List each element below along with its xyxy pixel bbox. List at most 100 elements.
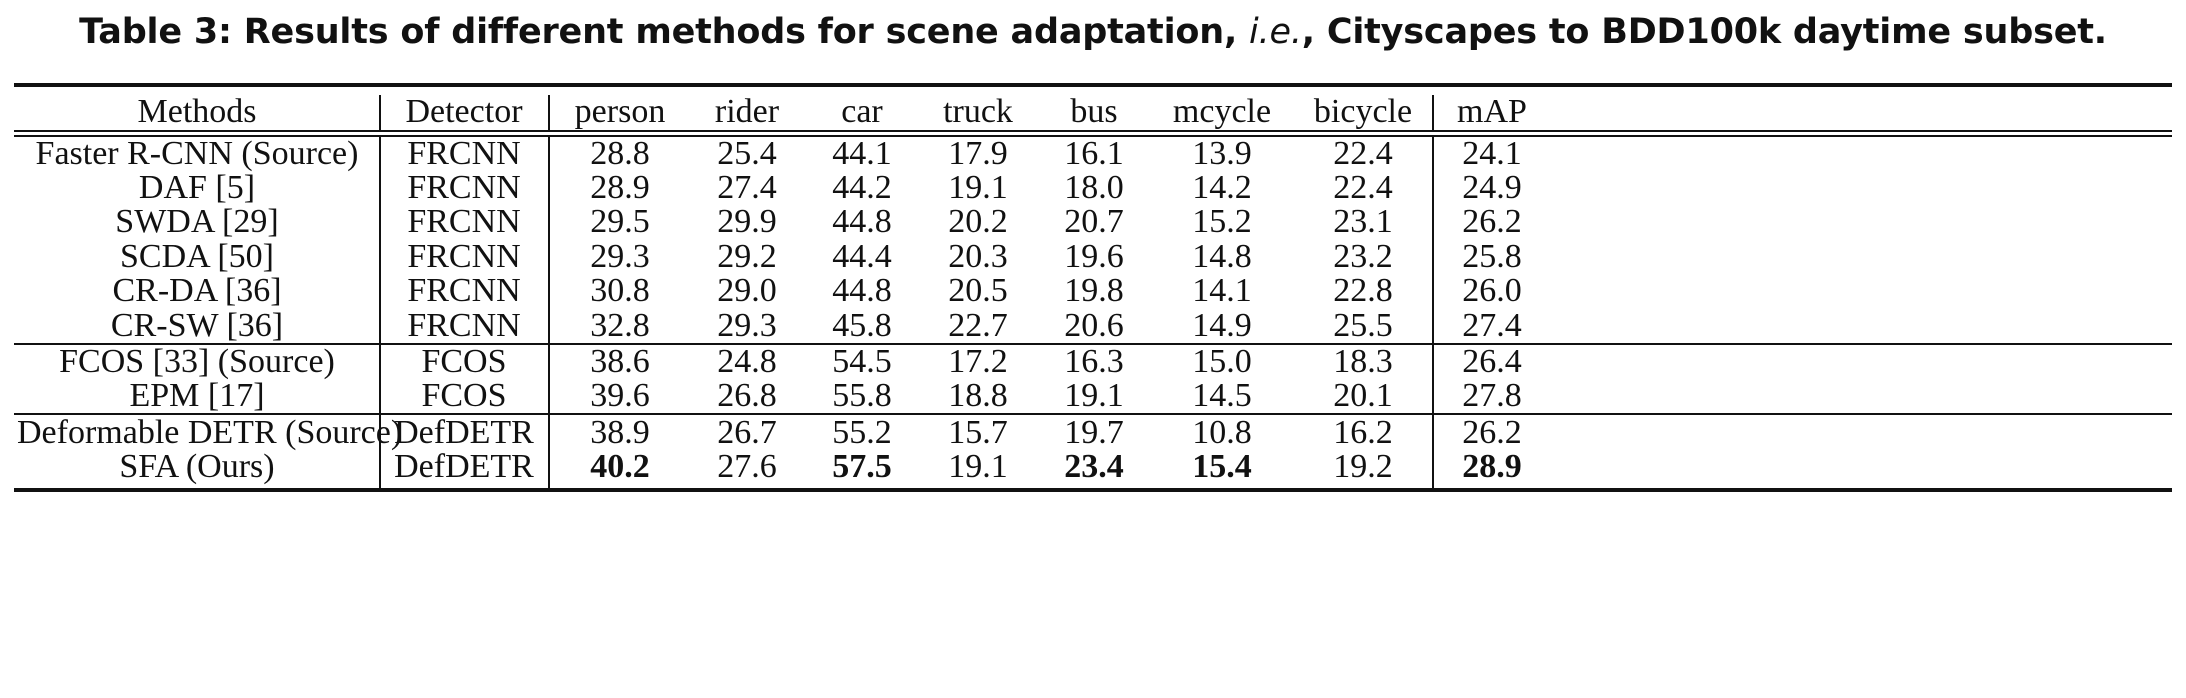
table-cell: 28.9 bbox=[590, 169, 650, 206]
table-cell: 19.2 bbox=[1333, 448, 1393, 485]
table-cell: 39.6 bbox=[590, 377, 650, 414]
column-header: mAP bbox=[1457, 93, 1527, 130]
table-cell: 55.2 bbox=[832, 414, 892, 451]
table-cell: 28.9 bbox=[1462, 448, 1522, 485]
table-cell: 23.2 bbox=[1333, 238, 1393, 275]
column-separator bbox=[548, 95, 550, 130]
table-cell: 16.3 bbox=[1064, 343, 1124, 380]
table-cell: 23.4 bbox=[1064, 448, 1124, 485]
table-cell: 20.5 bbox=[948, 272, 1008, 309]
table-cell: 26.2 bbox=[1462, 414, 1522, 451]
group-rule-2 bbox=[14, 413, 2172, 415]
table-cell: 22.4 bbox=[1333, 135, 1393, 172]
table-cell: 17.9 bbox=[948, 135, 1008, 172]
table-cell: 18.3 bbox=[1333, 343, 1393, 380]
table-cell: 29.5 bbox=[590, 203, 650, 240]
table-cell: FRCNN bbox=[407, 307, 521, 344]
column-separator bbox=[1432, 95, 1434, 130]
table-cell: 30.8 bbox=[590, 272, 650, 309]
table-cell: 55.8 bbox=[832, 377, 892, 414]
table-cell: 25.5 bbox=[1333, 307, 1393, 344]
table-cell: 24.1 bbox=[1462, 135, 1522, 172]
table-cell: 26.8 bbox=[717, 377, 777, 414]
table-cell: Faster R-CNN (Source) bbox=[35, 135, 359, 172]
table-cell: EPM [17] bbox=[129, 377, 265, 414]
table-cell: 44.4 bbox=[832, 238, 892, 275]
table-cell: 22.8 bbox=[1333, 272, 1393, 309]
table-cell: 14.5 bbox=[1192, 377, 1252, 414]
table-cell: 18.8 bbox=[948, 377, 1008, 414]
table-cell: 19.7 bbox=[1064, 414, 1124, 451]
column-separator bbox=[379, 95, 381, 130]
table-cell: 27.8 bbox=[1462, 377, 1522, 414]
table-cell: 14.1 bbox=[1192, 272, 1252, 309]
table-cell: FRCNN bbox=[407, 135, 521, 172]
table-cell: FRCNN bbox=[407, 272, 521, 309]
table-cell: 38.9 bbox=[590, 414, 650, 451]
table-cell: 25.8 bbox=[1462, 238, 1522, 275]
table-cell: FCOS bbox=[421, 377, 507, 414]
column-header: Detector bbox=[405, 93, 523, 130]
table-cell: 19.6 bbox=[1064, 238, 1124, 275]
table-cell: 22.7 bbox=[948, 307, 1008, 344]
table-cell: 24.8 bbox=[717, 343, 777, 380]
column-header: bus bbox=[1070, 93, 1118, 130]
bottom-rule bbox=[14, 488, 2172, 492]
table-cell: 38.6 bbox=[590, 343, 650, 380]
table-cell: 45.8 bbox=[832, 307, 892, 344]
column-header: mcycle bbox=[1172, 93, 1272, 130]
table-cell: 10.8 bbox=[1192, 414, 1252, 451]
column-header: car bbox=[841, 93, 883, 130]
table-cell: FRCNN bbox=[407, 169, 521, 206]
table-cell: 19.1 bbox=[1064, 377, 1124, 414]
column-header: person bbox=[574, 93, 666, 130]
column-header: rider bbox=[714, 93, 780, 130]
table-cell: 14.9 bbox=[1192, 307, 1252, 344]
table-cell: 26.2 bbox=[1462, 203, 1522, 240]
caption-ie: i.e. bbox=[1249, 12, 1302, 52]
table-cell: FCOS bbox=[421, 343, 507, 380]
table-cell: 27.4 bbox=[717, 169, 777, 206]
table-cell: 20.6 bbox=[1064, 307, 1124, 344]
table-caption: Table 3: Results of different methods fo… bbox=[0, 2, 2186, 62]
table-cell: 15.7 bbox=[948, 414, 1008, 451]
table-cell: 29.3 bbox=[717, 307, 777, 344]
table-cell: 29.2 bbox=[717, 238, 777, 275]
table-cell: FCOS [33] (Source) bbox=[59, 343, 335, 380]
table-cell: 15.4 bbox=[1192, 448, 1252, 485]
table-cell: SFA (Ours) bbox=[119, 448, 275, 485]
table-cell: 25.4 bbox=[717, 135, 777, 172]
table-cell: CR-DA [36] bbox=[112, 272, 282, 309]
table-cell: DefDETR bbox=[394, 414, 534, 451]
caption-prefix: Table 3: Results of different methods fo… bbox=[79, 12, 1250, 52]
table-cell: 57.5 bbox=[832, 448, 892, 485]
table-cell: 19.1 bbox=[948, 448, 1008, 485]
table-cell: 19.1 bbox=[948, 169, 1008, 206]
table-cell: 27.6 bbox=[717, 448, 777, 485]
table-cell: 29.9 bbox=[717, 203, 777, 240]
table-cell: 20.3 bbox=[948, 238, 1008, 275]
column-header: bicycle bbox=[1313, 93, 1413, 130]
table-cell: 32.8 bbox=[590, 307, 650, 344]
table-cell: Deformable DETR (Source) bbox=[17, 414, 403, 451]
table-cell: 44.8 bbox=[832, 203, 892, 240]
column-separator bbox=[548, 137, 550, 488]
caption-suffix: , Cityscapes to BDD100k daytime subset. bbox=[1301, 12, 2107, 52]
table-cell: 40.2 bbox=[590, 448, 650, 485]
table-cell: 28.8 bbox=[590, 135, 650, 172]
table-cell: SWDA [29] bbox=[115, 203, 279, 240]
table-cell: 44.2 bbox=[832, 169, 892, 206]
column-header: truck bbox=[943, 93, 1013, 130]
table-cell: 19.8 bbox=[1064, 272, 1124, 309]
table-cell: 16.2 bbox=[1333, 414, 1393, 451]
table-cell: 20.1 bbox=[1333, 377, 1393, 414]
header-rule-1 bbox=[14, 130, 2172, 132]
table-cell: 26.0 bbox=[1462, 272, 1522, 309]
table-cell: 24.9 bbox=[1462, 169, 1522, 206]
column-separator bbox=[379, 137, 381, 488]
top-rule bbox=[14, 83, 2172, 87]
table-cell: SCDA [50] bbox=[120, 238, 274, 275]
column-header: Methods bbox=[137, 93, 257, 130]
table-cell: 14.8 bbox=[1192, 238, 1252, 275]
header-rule-2 bbox=[14, 135, 2172, 137]
